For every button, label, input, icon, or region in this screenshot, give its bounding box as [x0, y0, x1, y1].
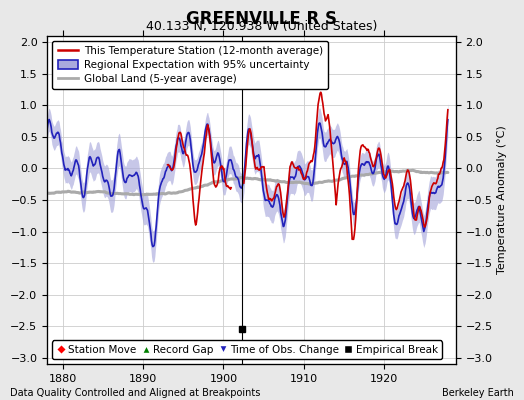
Text: Data Quality Controlled and Aligned at Breakpoints: Data Quality Controlled and Aligned at B… — [10, 388, 261, 398]
Legend: Station Move, Record Gap, Time of Obs. Change, Empirical Break: Station Move, Record Gap, Time of Obs. C… — [52, 340, 442, 359]
Text: Berkeley Earth: Berkeley Earth — [442, 388, 514, 398]
Text: 40.133 N, 120.938 W (United States): 40.133 N, 120.938 W (United States) — [146, 20, 378, 33]
Text: GREENVILLE R S: GREENVILLE R S — [187, 10, 337, 28]
Y-axis label: Temperature Anomaly (°C): Temperature Anomaly (°C) — [497, 126, 507, 274]
